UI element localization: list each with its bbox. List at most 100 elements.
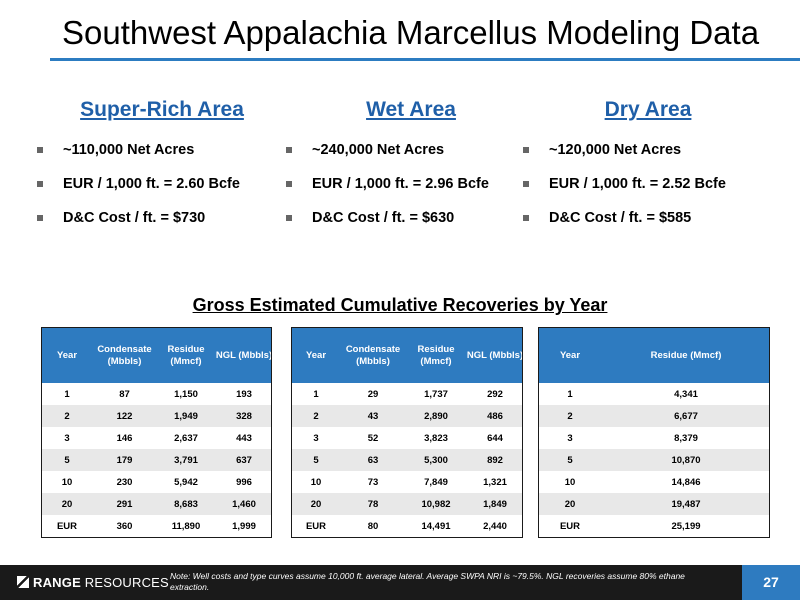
bullet-text: D&C Cost / ft. = $730 (63, 210, 206, 226)
table-row: 20 291 8,683 1,460 (42, 493, 271, 515)
square-bullet-icon (523, 147, 529, 153)
table-cell: 20 (539, 493, 601, 515)
square-bullet-icon (286, 147, 292, 153)
table-cell: 328 (215, 405, 271, 427)
bullet-item: EUR / 1,000 ft. = 2.52 Bcfe (523, 176, 773, 193)
table-row: 10 73 7,849 1,321 (292, 471, 522, 493)
recoveries-section-title: Gross Estimated Cumulative Recoveries by… (192, 295, 608, 315)
table-cell: 637 (215, 449, 271, 471)
header-cell: NGL (Mbbls) (466, 328, 522, 383)
table-cell: 63 (340, 449, 406, 471)
square-bullet-icon (37, 181, 43, 187)
square-bullet-icon (37, 147, 43, 153)
page-number: 27 (742, 565, 800, 600)
wet-recoveries-table: Year Condensate (Mbbls) Residue (Mmcf) N… (291, 327, 523, 538)
area-bullet-list: ~120,000 Net Acres EUR / 1,000 ft. = 2.5… (523, 142, 773, 227)
table-row: 5 179 3,791 637 (42, 449, 271, 471)
bullet-item: EUR / 1,000 ft. = 2.60 Bcfe (37, 176, 287, 193)
table-row: 2 122 1,949 328 (42, 405, 271, 427)
table-cell: 10 (539, 471, 601, 493)
area-super-rich: Super-Rich Area ~110,000 Net Acres EUR /… (37, 98, 287, 244)
bullet-text: ~240,000 Net Acres (312, 142, 445, 158)
header-cell: Residue (Mmcf) (157, 328, 215, 383)
table-cell: 360 (92, 515, 157, 537)
table-cell: 52 (340, 427, 406, 449)
table-cell: 19,487 (601, 493, 769, 515)
table-row: 20 78 10,982 1,849 (292, 493, 522, 515)
footer-note: Note: Well costs and type curves assume … (170, 571, 685, 592)
table-cell: 80 (340, 515, 406, 537)
table-cell: 14,846 (601, 471, 769, 493)
table-row: 20 19,487 (539, 493, 769, 515)
table-cell: 73 (340, 471, 406, 493)
table-cell: 996 (215, 471, 271, 493)
header-cell: Residue (Mmcf) (601, 328, 769, 383)
table-cell: 1,321 (466, 471, 522, 493)
table-cell: 25,199 (601, 515, 769, 537)
table-cell: 10,982 (406, 493, 466, 515)
table-cell: 3 (539, 427, 601, 449)
table-row: EUR 360 11,890 1,999 (42, 515, 271, 537)
range-logo-icon (17, 576, 29, 588)
table-header-row: Year Condensate (Mbbls) Residue (Mmcf) N… (42, 328, 271, 383)
table-row: 3 52 3,823 644 (292, 427, 522, 449)
table-cell: 10,870 (601, 449, 769, 471)
table-cell: 193 (215, 383, 271, 405)
page-title: Southwest Appalachia Marcellus Modeling … (62, 14, 760, 51)
bullet-item: D&C Cost / ft. = $585 (523, 210, 773, 227)
table-row: 10 230 5,942 996 (42, 471, 271, 493)
table-cell: 3,791 (157, 449, 215, 471)
table-cell: 14,491 (406, 515, 466, 537)
square-bullet-icon (286, 215, 292, 221)
table-cell: 87 (92, 383, 157, 405)
table-cell: 291 (92, 493, 157, 515)
header-cell: Year (539, 328, 601, 383)
table-cell: 8,379 (601, 427, 769, 449)
area-heading: Wet Area (366, 98, 456, 121)
bullet-text: D&C Cost / ft. = $630 (312, 210, 455, 226)
table-cell: 2,890 (406, 405, 466, 427)
table-cell: 11,890 (157, 515, 215, 537)
table-row: EUR 25,199 (539, 515, 769, 537)
table-cell: 644 (466, 427, 522, 449)
table-cell: 2,637 (157, 427, 215, 449)
table-cell: 10 (42, 471, 92, 493)
square-bullet-icon (286, 181, 292, 187)
table-cell: 146 (92, 427, 157, 449)
table-cell: 6,677 (601, 405, 769, 427)
table-cell: 443 (215, 427, 271, 449)
title-divider (50, 58, 800, 61)
table-header-row: Year Condensate (Mbbls) Residue (Mmcf) N… (292, 328, 522, 383)
table-cell: 486 (466, 405, 522, 427)
table-cell: 2 (539, 405, 601, 427)
area-bullet-list: ~110,000 Net Acres EUR / 1,000 ft. = 2.6… (37, 142, 287, 227)
table-cell: EUR (292, 515, 340, 537)
table-row: EUR 80 14,491 2,440 (292, 515, 522, 537)
header-cell: Year (42, 328, 92, 383)
bullet-item: ~110,000 Net Acres (37, 142, 287, 159)
table-cell: 1,849 (466, 493, 522, 515)
table-cell: 2 (292, 405, 340, 427)
table-cell: 5 (292, 449, 340, 471)
table-cell: 3 (42, 427, 92, 449)
table-cell: EUR (539, 515, 601, 537)
header-cell: Condensate (Mbbls) (92, 328, 157, 383)
super-rich-recoveries-table: Year Condensate (Mbbls) Residue (Mmcf) N… (41, 327, 272, 538)
table-cell: 292 (466, 383, 522, 405)
table-row: 1 29 1,737 292 (292, 383, 522, 405)
bullet-text: ~120,000 Net Acres (549, 142, 682, 158)
header-cell: Condensate (Mbbls) (340, 328, 406, 383)
table-cell: 78 (340, 493, 406, 515)
table-row: 1 4,341 (539, 383, 769, 405)
table-cell: 230 (92, 471, 157, 493)
table-cell: 3,823 (406, 427, 466, 449)
table-cell: 5,942 (157, 471, 215, 493)
table-row: 2 6,677 (539, 405, 769, 427)
bullet-item: ~240,000 Net Acres (286, 142, 536, 159)
bullet-text: ~110,000 Net Acres (63, 142, 195, 158)
bullet-item: EUR / 1,000 ft. = 2.96 Bcfe (286, 176, 536, 193)
header-cell: NGL (Mbbls) (215, 328, 271, 383)
table-cell: 3 (292, 427, 340, 449)
table-cell: 5 (42, 449, 92, 471)
area-dry: Dry Area ~120,000 Net Acres EUR / 1,000 … (523, 98, 773, 244)
